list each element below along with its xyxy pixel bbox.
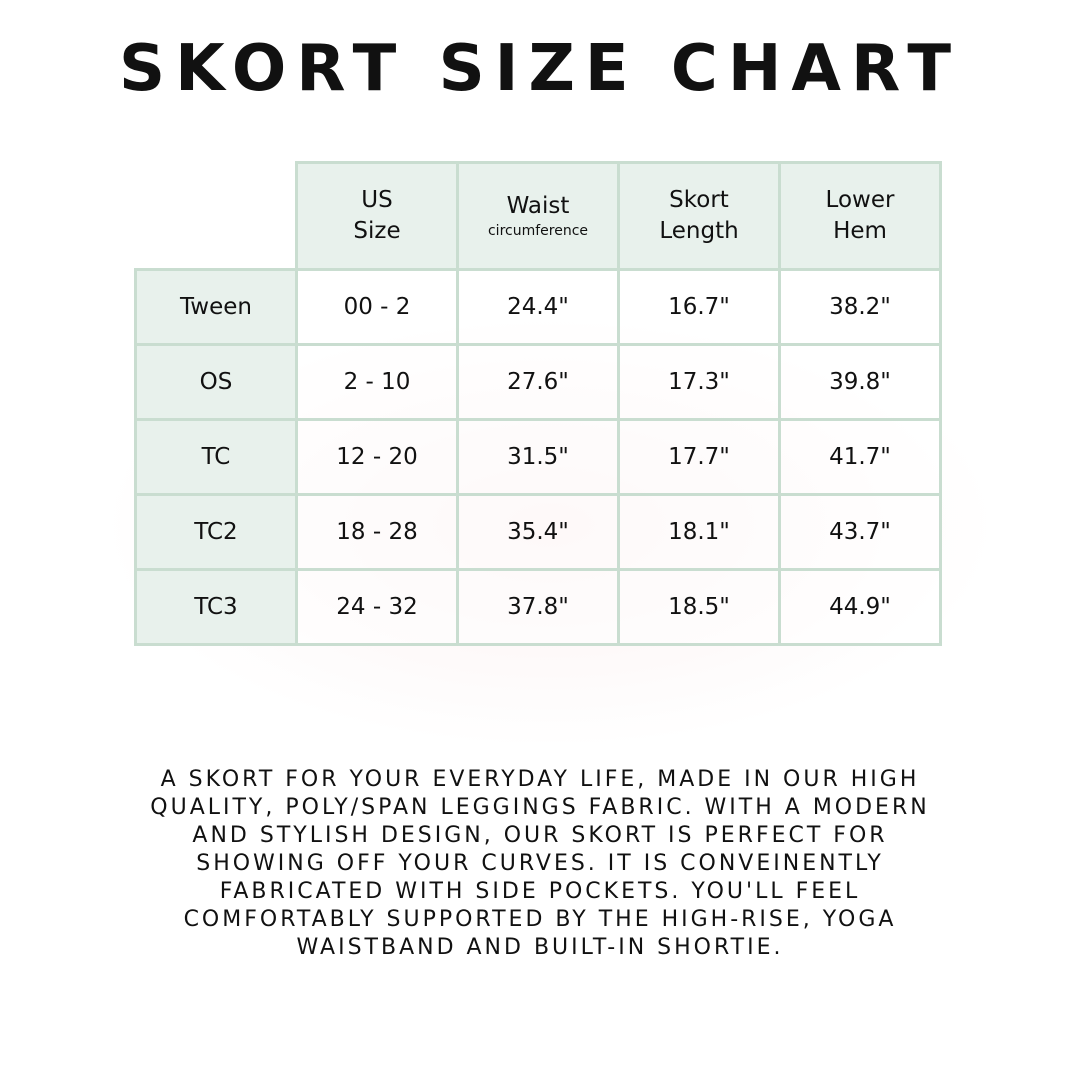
description-line: COMFORTABLY SUPPORTED BY THE HIGH-RISE, …: [183, 907, 897, 932]
row-label: TC: [134, 418, 298, 496]
table-row: OS 2 - 10 27.6" 17.3" 39.8": [134, 343, 942, 421]
table-cell: 2 - 10: [295, 343, 459, 421]
table-row: TC3 24 - 32 37.8" 18.5" 44.9": [134, 568, 942, 646]
description-line: AND STYLISH DESIGN, OUR SKORT IS PERFECT…: [192, 823, 888, 848]
row-label: TC2: [134, 493, 298, 571]
table-cell: 00 - 2: [295, 268, 459, 346]
header-text: Lower: [825, 186, 895, 213]
header-text: Size: [353, 218, 401, 244]
header-text: Length: [659, 218, 739, 244]
table-cell: 16.7": [617, 268, 781, 346]
header-lower-hem: Lower Hem: [778, 161, 942, 271]
page-title: SKORT SIZE CHART: [119, 32, 961, 106]
table-cell: 44.9": [778, 568, 942, 646]
description-line: SHOWING OFF YOUR CURVES. IT IS CONVEINEN…: [196, 851, 884, 876]
corner-cell: [136, 163, 297, 270]
product-description: A SKORT FOR YOUR EVERYDAY LIFE, MADE IN …: [0, 766, 1080, 962]
header-row: US Size Waist circumference Skort Length Lo…: [136, 161, 942, 271]
table-cell: 38.2": [778, 268, 942, 346]
table-cell: 41.7": [778, 418, 942, 496]
table-cell: 12 - 20: [295, 418, 459, 496]
row-label: TC3: [134, 568, 298, 646]
table-cell: 39.8": [778, 343, 942, 421]
table-cell: 37.8": [456, 568, 620, 646]
table-row: TC2 18 - 28 35.4" 18.1" 43.7": [134, 493, 942, 571]
table-row: TC 12 - 20 31.5" 17.7" 41.7": [134, 418, 942, 496]
table-row: Tween 00 - 2 24.4" 16.7" 38.2": [134, 268, 942, 346]
header-text: Hem: [833, 218, 887, 244]
size-chart-table: US Size Waist circumference Skort Length Lo…: [134, 161, 942, 646]
header-subtext: circumference: [487, 223, 589, 240]
header-skort-length: Skort Length: [617, 161, 781, 271]
row-label: OS: [134, 343, 298, 421]
table-cell: 17.7": [617, 418, 781, 496]
description-line: FABRICATED WITH SIDE POCKETS. YOU'LL FEE…: [219, 879, 861, 904]
table-cell: 17.3": [617, 343, 781, 421]
header-text: Waist: [506, 193, 570, 220]
header-text: Skort: [669, 186, 729, 213]
table-cell: 24.4": [456, 268, 620, 346]
table-cell: 18.5": [617, 568, 781, 646]
description-line: QUALITY, POLY/SPAN LEGGINGS FABRIC. WITH…: [150, 795, 930, 820]
header-us-size: US Size: [295, 161, 459, 271]
table-cell: 27.6": [456, 343, 620, 421]
table-cell: 18.1": [617, 493, 781, 571]
table-cell: 24 - 32: [295, 568, 459, 646]
header-waist: Waist circumference: [456, 161, 620, 271]
table-cell: 18 - 28: [295, 493, 459, 571]
description-line: A SKORT FOR YOUR EVERYDAY LIFE, MADE IN …: [160, 767, 920, 792]
row-label: Tween: [134, 268, 298, 346]
table-cell: 43.7": [778, 493, 942, 571]
header-text: US: [361, 186, 393, 213]
description-line: WAISTBAND AND BUILT-IN SHORTIE.: [296, 935, 784, 960]
table-cell: 31.5": [456, 418, 620, 496]
table-cell: 35.4": [456, 493, 620, 571]
